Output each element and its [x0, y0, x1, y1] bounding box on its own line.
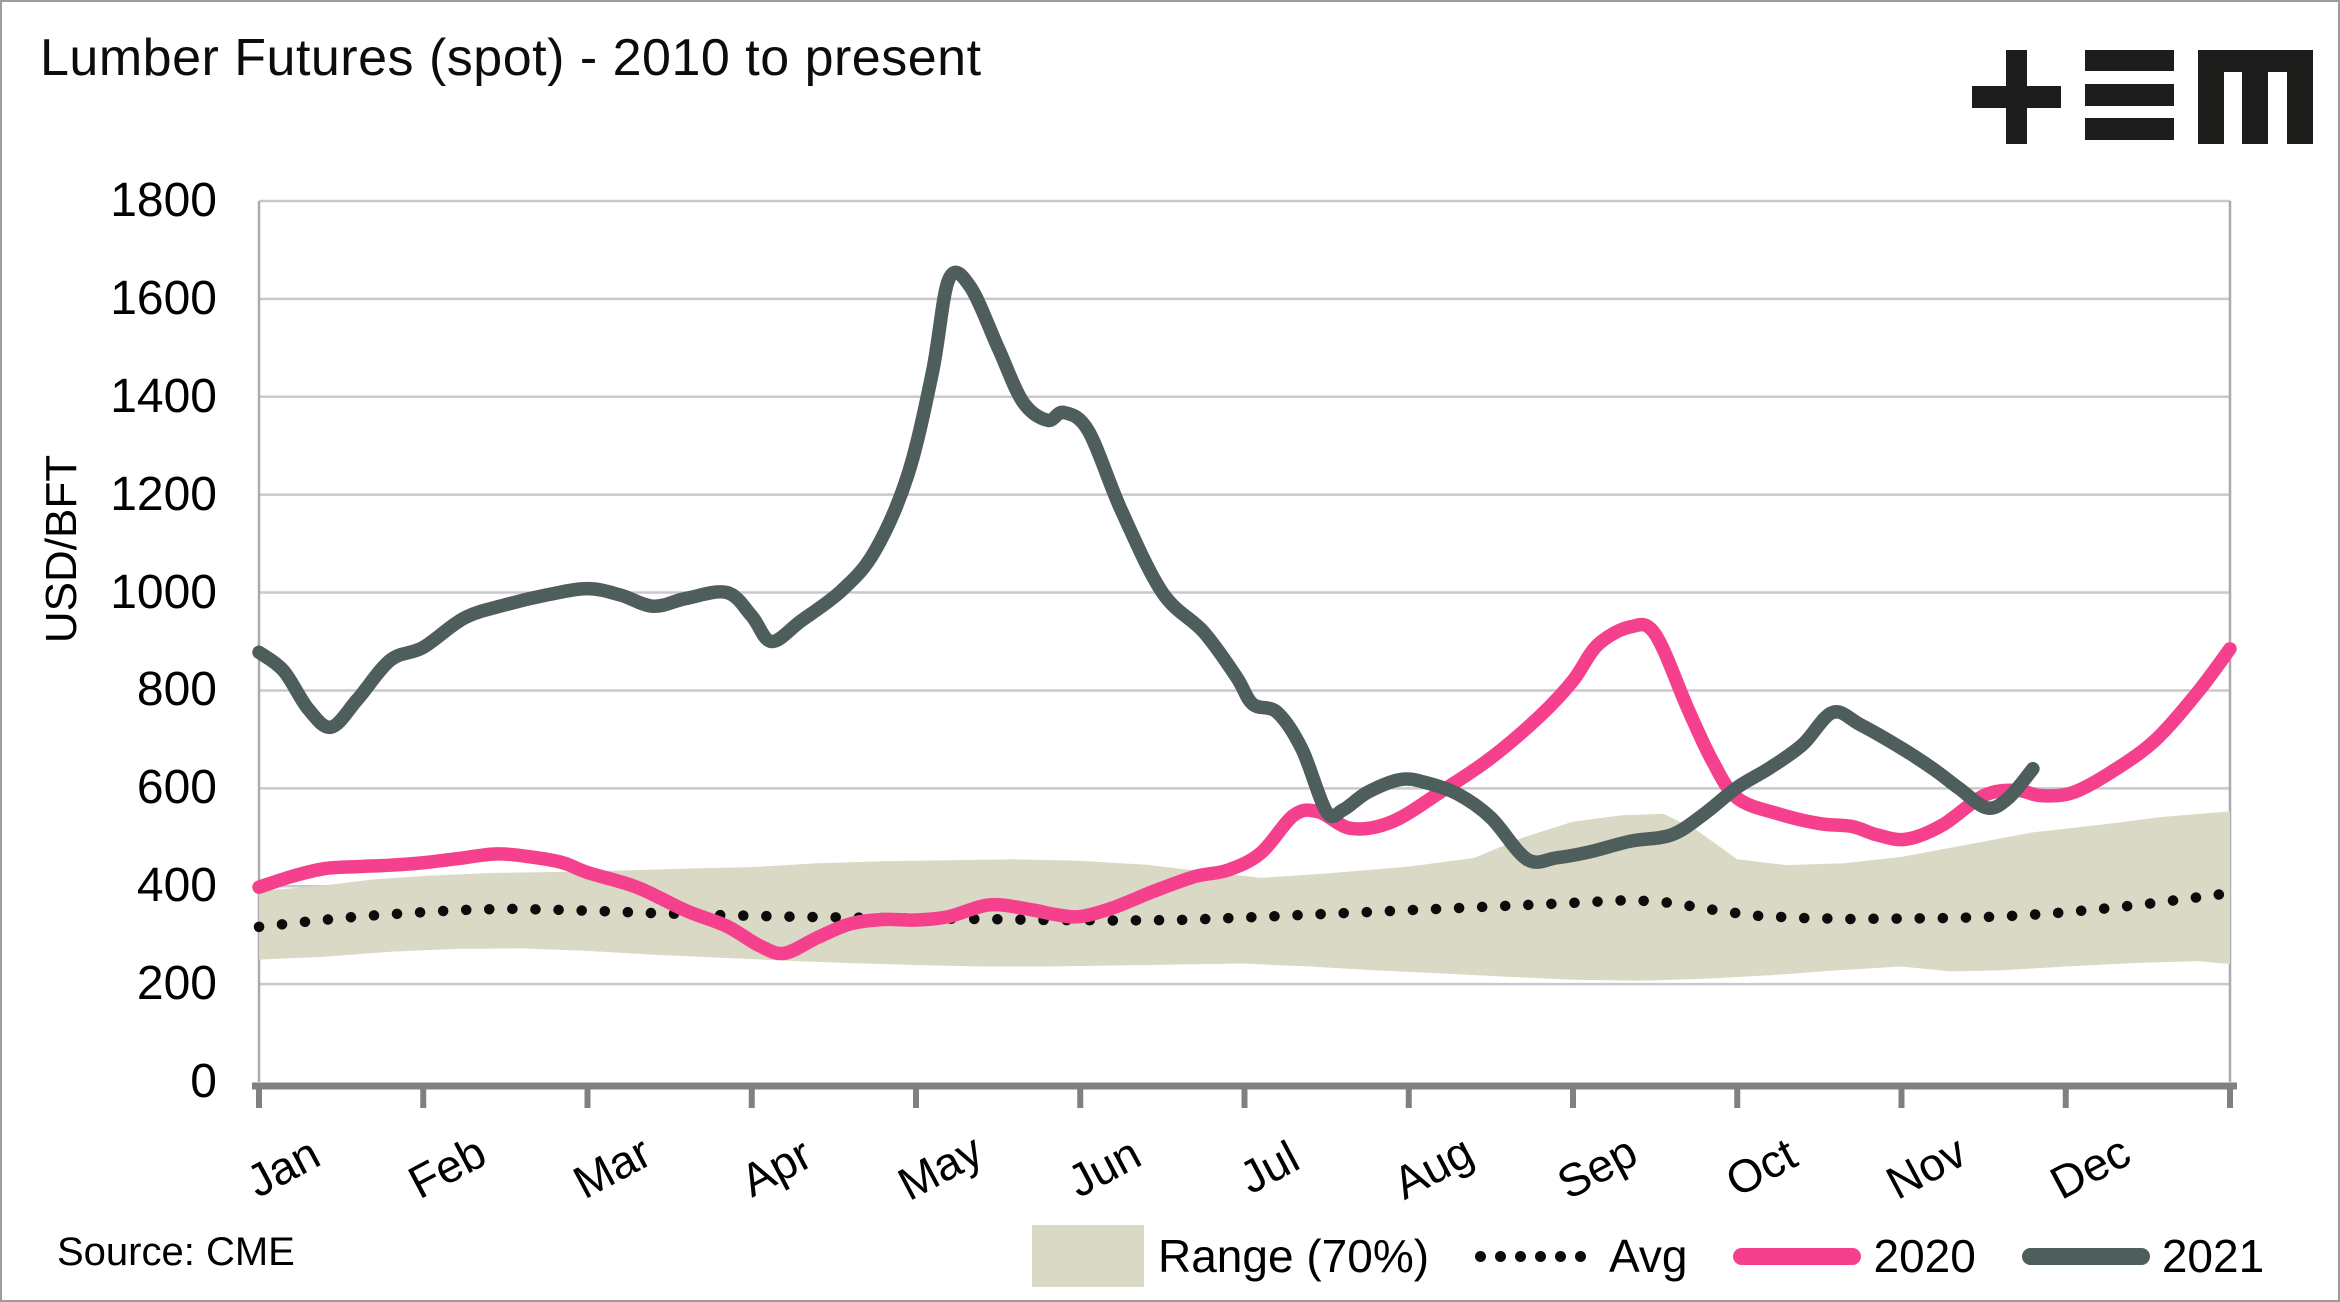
- legend-item-avg: Avg: [1475, 1229, 1687, 1283]
- legend-item-range: Range (70%): [1032, 1225, 1429, 1287]
- series-2020-line: [252, 617, 2237, 961]
- y-tick-label-1400: 1400: [110, 369, 217, 423]
- y-tick-label-1000: 1000: [110, 565, 217, 619]
- y-tick-label-1800: 1800: [110, 174, 217, 227]
- y-tick-label-400: 400: [136, 859, 217, 913]
- legend-range-label: Range (70%): [1158, 1230, 1430, 1282]
- range-band-swatch: [1032, 1225, 1144, 1287]
- logo-m-icon: [2198, 50, 2313, 144]
- series-2021-swatch: [2021, 1247, 2150, 1265]
- y-tick-label-1600: 1600: [110, 271, 217, 325]
- legend-2021-label: 2021: [2161, 1230, 2265, 1282]
- avg-dotted-swatch: [1475, 1250, 1595, 1262]
- avg-dotted-line: [253, 887, 2236, 933]
- plus-triple-bar-m-logo: [1972, 50, 2313, 144]
- source-caption: Source: CME: [57, 1230, 295, 1274]
- logo-triple-bar-icon: [2085, 50, 2174, 140]
- chart-title: Lumber Futures (spot) - 2010 to present: [40, 29, 982, 87]
- y-tick-label-1200: 1200: [110, 467, 217, 521]
- logo-plus-icon: [1972, 50, 2061, 144]
- y-tick-label-200: 200: [136, 957, 217, 1011]
- legend-avg-label: Avg: [1609, 1230, 1688, 1282]
- legend-item-2021: 2021: [2021, 1229, 2265, 1283]
- legend-item-2020: 2020: [1733, 1229, 1976, 1283]
- series-2021-line: [252, 265, 2040, 869]
- y-tick-label-800: 800: [136, 663, 217, 717]
- legend-2020-label: 2020: [1873, 1230, 1976, 1282]
- legend: Range (70%) Avg 2020 2021: [1032, 1218, 2264, 1294]
- series-2020-swatch: [1733, 1247, 1862, 1265]
- y-tick-label-0: 0: [190, 1055, 217, 1108]
- y-tick-label-600: 600: [136, 761, 217, 815]
